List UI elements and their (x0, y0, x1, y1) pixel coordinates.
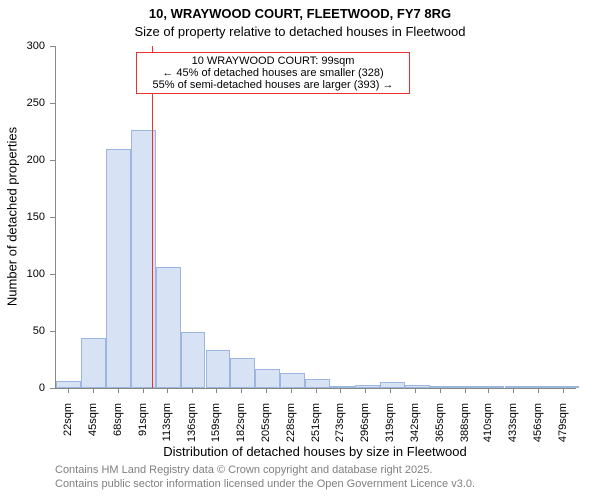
footer-line-2: Contains public sector information licen… (55, 478, 475, 492)
histogram-bar (206, 350, 231, 388)
footer-attribution: Contains HM Land Registry data © Crown c… (55, 464, 475, 492)
y-tick-mark (50, 388, 55, 389)
x-tick-label: 456sqm (532, 403, 544, 453)
histogram-bar (56, 381, 81, 388)
histogram-bar (455, 386, 480, 388)
x-tick-label: 433sqm (507, 403, 519, 453)
x-tick-mark (340, 388, 341, 393)
y-tick-mark (50, 274, 55, 275)
x-tick-mark (143, 388, 144, 393)
annotation-box: 10 WRAYWOOD COURT: 99sqm ← 45% of detach… (136, 52, 410, 94)
histogram-bar (81, 338, 106, 388)
annotation-line-3: 55% of semi-detached houses are larger (… (137, 79, 409, 91)
x-tick-label: 182sqm (235, 403, 247, 453)
x-tick-label: 91sqm (137, 403, 149, 453)
x-tick-mark (415, 388, 416, 393)
annotation-line-1: 10 WRAYWOOD COURT: 99sqm (137, 55, 409, 67)
x-tick-label: 136sqm (186, 403, 198, 453)
x-tick-label: 388sqm (459, 403, 471, 453)
x-tick-label: 113sqm (161, 403, 173, 453)
x-tick-mark (93, 388, 94, 393)
y-tick-mark (50, 331, 55, 332)
x-tick-label: 205sqm (260, 403, 272, 453)
x-tick-label: 342sqm (409, 403, 421, 453)
x-tick-mark (266, 388, 267, 393)
x-tick-mark (216, 388, 217, 393)
x-tick-label: 273sqm (334, 403, 346, 453)
histogram-bar (181, 332, 206, 388)
x-tick-mark (538, 388, 539, 393)
histogram-bar (255, 369, 280, 388)
x-tick-label: 319sqm (384, 403, 396, 453)
x-tick-label: 159sqm (210, 403, 222, 453)
y-tick-label: 0 (0, 382, 45, 394)
y-tick-mark (50, 217, 55, 218)
histogram-chart: 10, WRAYWOOD COURT, FLEETWOOD, FY7 8RG S… (0, 0, 600, 500)
histogram-bar (505, 386, 530, 388)
y-tick-mark (50, 103, 55, 104)
x-tick-mark (118, 388, 119, 393)
x-tick-label: 228sqm (285, 403, 297, 453)
x-tick-mark (241, 388, 242, 393)
histogram-bar (230, 358, 255, 388)
x-tick-label: 68sqm (112, 403, 124, 453)
x-tick-mark (390, 388, 391, 393)
histogram-bar (405, 385, 430, 388)
plot-area: 10 WRAYWOOD COURT: 99sqm ← 45% of detach… (55, 46, 576, 389)
x-tick-mark (192, 388, 193, 393)
y-tick-label: 200 (0, 154, 45, 166)
property-marker-line (152, 46, 153, 388)
x-tick-mark (316, 388, 317, 393)
x-tick-mark (465, 388, 466, 393)
annotation-line-2: ← 45% of detached houses are smaller (32… (137, 67, 409, 79)
histogram-bar (480, 386, 505, 388)
y-tick-label: 150 (0, 211, 45, 223)
x-tick-mark (513, 388, 514, 393)
histogram-bar (380, 382, 405, 388)
x-tick-label: 45sqm (87, 403, 99, 453)
y-tick-mark (50, 160, 55, 161)
histogram-bar (156, 267, 181, 388)
x-tick-mark (365, 388, 366, 393)
x-tick-mark (291, 388, 292, 393)
x-tick-label: 479sqm (557, 403, 569, 453)
y-tick-label: 100 (0, 268, 45, 280)
y-tick-label: 50 (0, 325, 45, 337)
x-tick-label: 365sqm (434, 403, 446, 453)
histogram-bar (529, 386, 554, 388)
histogram-bar (355, 385, 380, 388)
x-tick-mark (563, 388, 564, 393)
histogram-bar (280, 373, 305, 388)
histogram-bar (430, 386, 455, 388)
y-tick-label: 250 (0, 97, 45, 109)
histogram-bar (305, 379, 330, 388)
x-tick-mark (68, 388, 69, 393)
chart-subtitle: Size of property relative to detached ho… (0, 24, 600, 39)
footer-line-1: Contains HM Land Registry data © Crown c… (55, 464, 475, 478)
y-tick-mark (50, 46, 55, 47)
histogram-bar (330, 386, 355, 388)
x-tick-mark (167, 388, 168, 393)
histogram-bar (554, 386, 579, 388)
x-tick-label: 296sqm (359, 403, 371, 453)
x-tick-mark (440, 388, 441, 393)
x-tick-label: 410sqm (482, 403, 494, 453)
x-tick-label: 251sqm (310, 403, 322, 453)
y-tick-label: 300 (0, 40, 45, 52)
histogram-bar (106, 149, 131, 388)
x-tick-label: 22sqm (62, 403, 74, 453)
x-tick-mark (488, 388, 489, 393)
chart-title: 10, WRAYWOOD COURT, FLEETWOOD, FY7 8RG (0, 6, 600, 21)
